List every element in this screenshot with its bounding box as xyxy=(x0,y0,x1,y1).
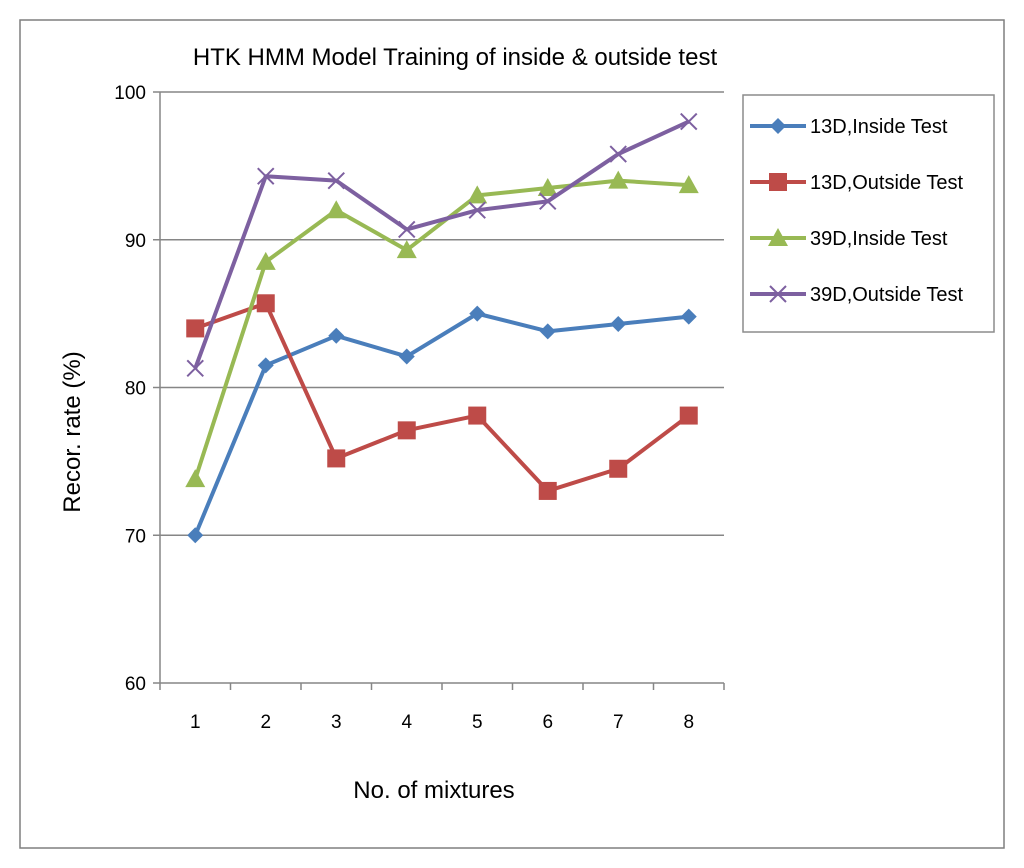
data-point xyxy=(468,201,486,219)
chart-title: HTK HMM Model Training of inside & outsi… xyxy=(193,44,718,71)
data-point xyxy=(255,251,276,270)
data-point xyxy=(537,178,558,197)
legend-label: 13D,Outside Test xyxy=(810,172,963,194)
x-tick-label: 3 xyxy=(331,712,342,733)
series-line xyxy=(193,311,689,537)
data-point xyxy=(608,170,629,189)
data-point xyxy=(609,459,628,478)
data-point xyxy=(610,315,627,332)
series-3 xyxy=(185,170,699,488)
data-point xyxy=(186,359,204,378)
x-tick-label: 4 xyxy=(401,712,412,733)
x-tick-label: 5 xyxy=(472,712,483,733)
data-point xyxy=(467,185,488,204)
data-point xyxy=(327,449,346,468)
data-point xyxy=(609,145,627,163)
series-2 xyxy=(186,294,698,500)
series-line xyxy=(194,301,690,493)
data-point xyxy=(326,200,347,219)
data-point xyxy=(396,240,417,259)
x-axis-label: No. of mixtures xyxy=(353,777,514,804)
legend-marker xyxy=(769,173,787,191)
data-point xyxy=(468,406,487,425)
x-tick-label: 2 xyxy=(260,712,271,733)
y-axis-ticks: 60 70 80 90 100 xyxy=(114,83,160,695)
y-tick-label: 60 xyxy=(125,674,146,695)
series-4 xyxy=(186,112,698,378)
legend-label: 13D,Inside Test xyxy=(810,116,948,138)
x-tick-label: 8 xyxy=(683,712,694,733)
series-line xyxy=(193,119,690,369)
x-tick-label: 1 xyxy=(190,712,201,733)
legend-item: 39D,Outside Test xyxy=(750,284,963,306)
data-point xyxy=(185,469,206,488)
data-point xyxy=(539,323,556,340)
x-tick-label: 6 xyxy=(542,712,553,733)
legend-item: 13D,Outside Test xyxy=(750,172,963,194)
legend-marker xyxy=(770,118,786,134)
legend-marker xyxy=(769,285,787,303)
data-point xyxy=(680,112,698,131)
gridlines xyxy=(160,91,724,536)
data-point xyxy=(469,305,486,322)
data-point xyxy=(538,481,557,500)
data-point xyxy=(327,171,345,190)
data-point xyxy=(679,406,698,425)
data-point xyxy=(328,327,345,344)
legend-marker xyxy=(768,228,788,246)
data-point xyxy=(678,175,699,194)
data-point xyxy=(257,357,274,374)
data-point xyxy=(539,192,557,211)
x-tick-label: 7 xyxy=(613,712,624,733)
data-point xyxy=(398,220,416,239)
data-point xyxy=(397,421,416,440)
legend-label: 39D,Inside Test xyxy=(810,228,948,250)
data-point xyxy=(257,167,275,185)
data-point xyxy=(398,348,415,365)
data-point xyxy=(680,308,697,325)
legend-item: 13D,Inside Test xyxy=(750,116,948,138)
legend-label: 39D,Outside Test xyxy=(810,284,963,306)
y-tick-label: 90 xyxy=(125,231,146,252)
series-line xyxy=(193,178,689,480)
y-axis-label: Recor. rate (%) xyxy=(59,351,86,512)
data-point xyxy=(187,527,204,544)
data-point xyxy=(186,319,205,338)
x-axis-ticks: 1 2 3 4 5 6 7 8 xyxy=(159,683,725,733)
y-tick-label: 80 xyxy=(125,379,146,400)
legend-item: 39D,Inside Test xyxy=(750,228,948,250)
y-tick-label: 70 xyxy=(125,526,146,547)
data-point xyxy=(256,294,275,313)
series-layer xyxy=(185,112,699,544)
series-1 xyxy=(187,305,697,544)
y-tick-label: 100 xyxy=(114,83,146,104)
legend: 13D,Inside Test 13D,Outside Test 39D,Insid… xyxy=(750,116,963,306)
